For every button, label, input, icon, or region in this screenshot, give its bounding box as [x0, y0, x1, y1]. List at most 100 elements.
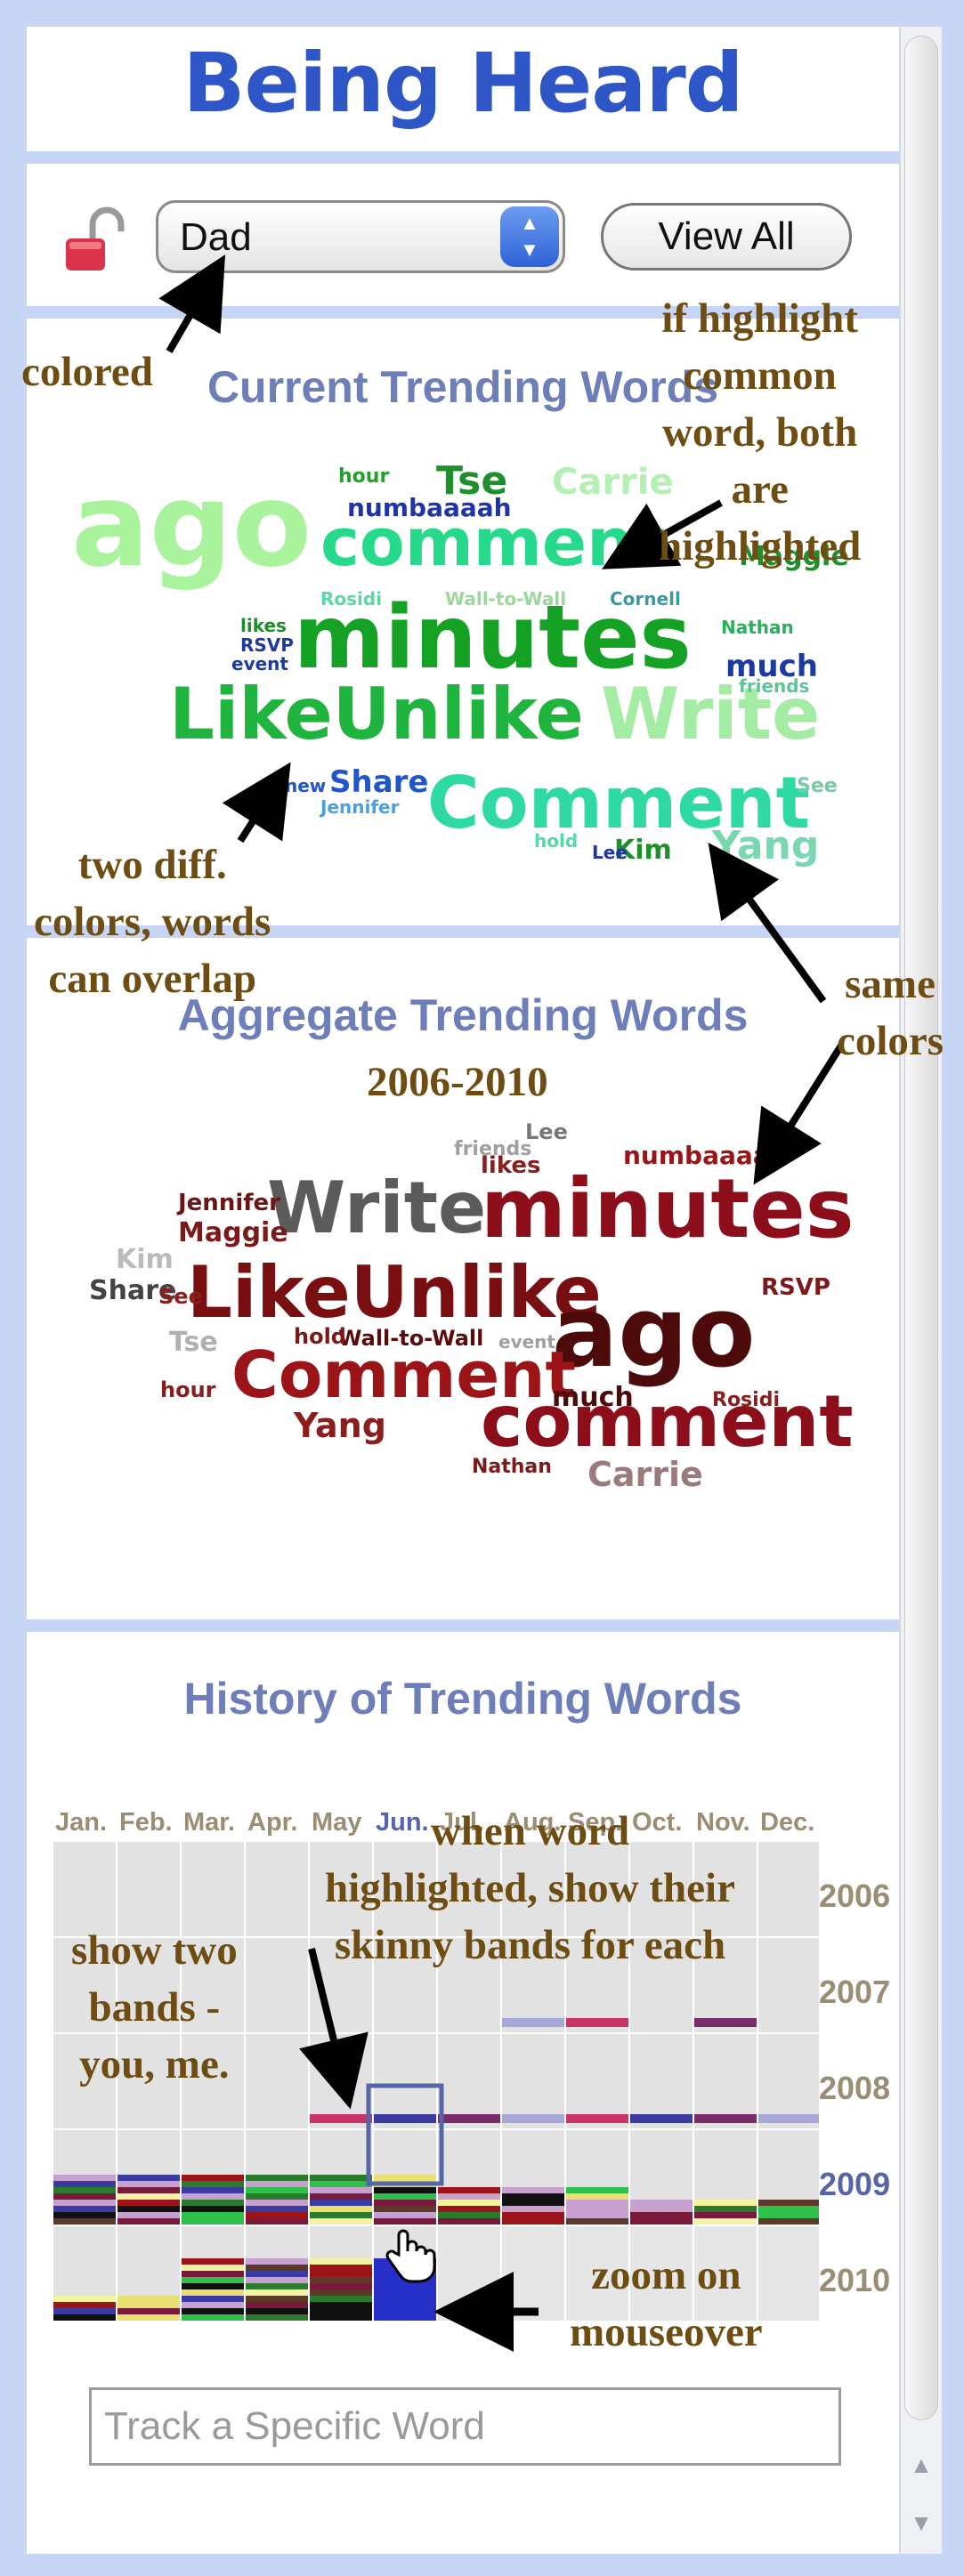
history-cell[interactable] — [758, 2034, 819, 2128]
history-cell[interactable] — [438, 1938, 500, 2032]
current-word-lee[interactable]: Lee — [592, 842, 628, 863]
vertical-scrollbar[interactable]: ▲ ▼ — [899, 27, 942, 2554]
history-cell[interactable] — [694, 1842, 757, 1936]
aggregate-word-friends[interactable]: friends — [454, 1138, 531, 1160]
history-cell[interactable] — [694, 2034, 757, 2128]
history-cell[interactable] — [502, 1938, 564, 2032]
history-cell[interactable] — [246, 1842, 308, 1936]
history-cell[interactable] — [694, 1938, 757, 2032]
current-word-share[interactable]: Share — [329, 764, 428, 800]
history-cell[interactable] — [182, 1938, 244, 2032]
current-word-minutes[interactable]: minutes — [294, 587, 692, 689]
aggregate-word-maggie[interactable]: Maggie — [178, 1217, 288, 1248]
history-cell[interactable] — [117, 1938, 180, 2032]
current-word-carrie[interactable]: Carrie — [552, 462, 674, 503]
history-cell[interactable] — [117, 1842, 180, 1936]
current-word-hour[interactable]: hour — [338, 465, 389, 488]
aggregate-word-share[interactable]: Share — [89, 1275, 176, 1306]
aggregate-word-write[interactable]: Write — [267, 1167, 486, 1249]
scrollbar-thumb[interactable] — [904, 36, 938, 2420]
history-cell[interactable] — [246, 1938, 308, 2032]
history-cell[interactable] — [758, 1842, 819, 1936]
current-word-write[interactable]: Write — [601, 673, 820, 755]
history-cell[interactable] — [694, 2226, 757, 2321]
aggregate-word-hold[interactable]: hold — [294, 1324, 346, 1349]
aggregate-word-nathan[interactable]: Nathan — [472, 1456, 552, 1478]
aggregate-word-carrie[interactable]: Carrie — [587, 1455, 703, 1494]
history-cell[interactable] — [630, 1842, 693, 1936]
aggregate-word-hour[interactable]: hour — [160, 1377, 216, 1402]
aggregate-word-yang[interactable]: Yang — [293, 1406, 386, 1445]
scroll-down-icon[interactable]: ▼ — [910, 2509, 933, 2536]
aggregate-word-comment[interactable]: Comment — [231, 1337, 576, 1412]
history-cell[interactable] — [502, 2226, 564, 2321]
current-word-likes[interactable]: likes — [240, 615, 287, 636]
history-cell[interactable] — [758, 2226, 819, 2321]
history-cell[interactable] — [53, 1938, 116, 2032]
aggregate-word-lee[interactable]: Lee — [525, 1119, 568, 1144]
current-word-maggie[interactable]: Maggie — [739, 541, 849, 572]
history-cell[interactable] — [566, 1842, 628, 1936]
current-word-much[interactable]: much — [725, 649, 818, 684]
history-cell[interactable] — [246, 2034, 308, 2128]
history-cell[interactable] — [374, 2034, 436, 2128]
current-word-yang[interactable]: Yang — [711, 823, 819, 868]
history-cell[interactable] — [630, 2034, 693, 2128]
current-word-tse[interactable]: Tse — [436, 458, 507, 504]
history-cell[interactable] — [53, 2034, 116, 2128]
current-word-cornell[interactable]: Cornell — [610, 588, 681, 610]
current-word-rsvp[interactable]: RSVP — [240, 634, 294, 656]
history-cell[interactable] — [117, 2034, 180, 2128]
history-cell[interactable] — [438, 2226, 500, 2321]
aggregate-word-kim[interactable]: Kim — [116, 1244, 174, 1275]
history-cell[interactable] — [566, 2034, 628, 2128]
current-word-ago[interactable]: ago — [71, 457, 312, 593]
history-cell[interactable] — [566, 1938, 628, 2032]
current-word-rosidi[interactable]: Rosidi — [320, 588, 382, 610]
aggregate-word-jennifer[interactable]: Jennifer — [176, 1190, 280, 1216]
scroll-up-icon[interactable]: ▲ — [910, 2451, 933, 2478]
aggregate-word-tse[interactable]: Tse — [169, 1327, 218, 1358]
history-cell[interactable] — [374, 1842, 436, 1936]
aggregate-word-ago[interactable]: ago — [552, 1275, 756, 1389]
aggregate-word-rsvp[interactable]: RSVP — [761, 1274, 830, 1301]
current-word-friends[interactable]: friends — [739, 675, 809, 697]
aggregate-word-wall-to-wall[interactable]: Wall-to-Wall — [338, 1326, 483, 1351]
aggregate-word-numbaaaah[interactable]: numbaaaah — [623, 1141, 788, 1170]
current-word-numbaaaah[interactable]: numbaaaah — [347, 493, 512, 522]
current-word-event[interactable]: event — [231, 653, 288, 674]
history-cell[interactable] — [374, 1938, 436, 2032]
aggregate-word-rosidi[interactable]: Rosidi — [712, 1389, 780, 1411]
history-cell[interactable] — [310, 1842, 372, 1936]
history-cell[interactable] — [630, 1938, 693, 2032]
aggregate-word-likes[interactable]: likes — [481, 1152, 541, 1179]
user-select[interactable]: Dad ▲ ▼ — [156, 200, 565, 273]
current-word-kim[interactable]: Kim — [614, 835, 672, 866]
current-word-likeunlike[interactable]: LikeUnlike — [169, 673, 584, 755]
history-cell[interactable] — [182, 2034, 244, 2128]
history-cell[interactable] — [566, 2226, 628, 2321]
current-word-nathan[interactable]: Nathan — [721, 617, 794, 638]
updown-arrows-icon[interactable]: ▲ ▼ — [500, 206, 559, 267]
aggregate-word-event[interactable]: event — [498, 1331, 555, 1353]
history-cell[interactable] — [502, 2034, 564, 2128]
history-cell[interactable] — [502, 1842, 564, 1936]
current-word-see[interactable]: See — [797, 775, 838, 797]
current-word-hold[interactable]: hold — [534, 830, 578, 852]
aggregate-word-comment[interactable]: comment — [481, 1380, 854, 1463]
history-cell[interactable] — [630, 2226, 693, 2321]
current-word-jennifer[interactable]: Jennifer — [319, 796, 400, 818]
aggregate-word-much[interactable]: much — [552, 1382, 634, 1413]
history-cell[interactable] — [438, 1842, 500, 1936]
unlocked-padlock-icon[interactable] — [62, 205, 134, 276]
current-word-comment[interactable]: Comment — [427, 762, 810, 844]
history-cell[interactable] — [53, 1842, 116, 1936]
current-word-wall-to-wall[interactable]: Wall-to-Wall — [445, 588, 566, 610]
view-all-button[interactable]: View All — [601, 203, 852, 271]
history-cell[interactable] — [758, 1938, 819, 2032]
current-word-new[interactable]: new — [285, 775, 326, 796]
history-cell[interactable] — [182, 1842, 244, 1936]
history-cell[interactable] — [438, 2034, 500, 2128]
track-word-input[interactable] — [89, 2387, 841, 2466]
aggregate-word-see[interactable]: See — [158, 1284, 203, 1309]
